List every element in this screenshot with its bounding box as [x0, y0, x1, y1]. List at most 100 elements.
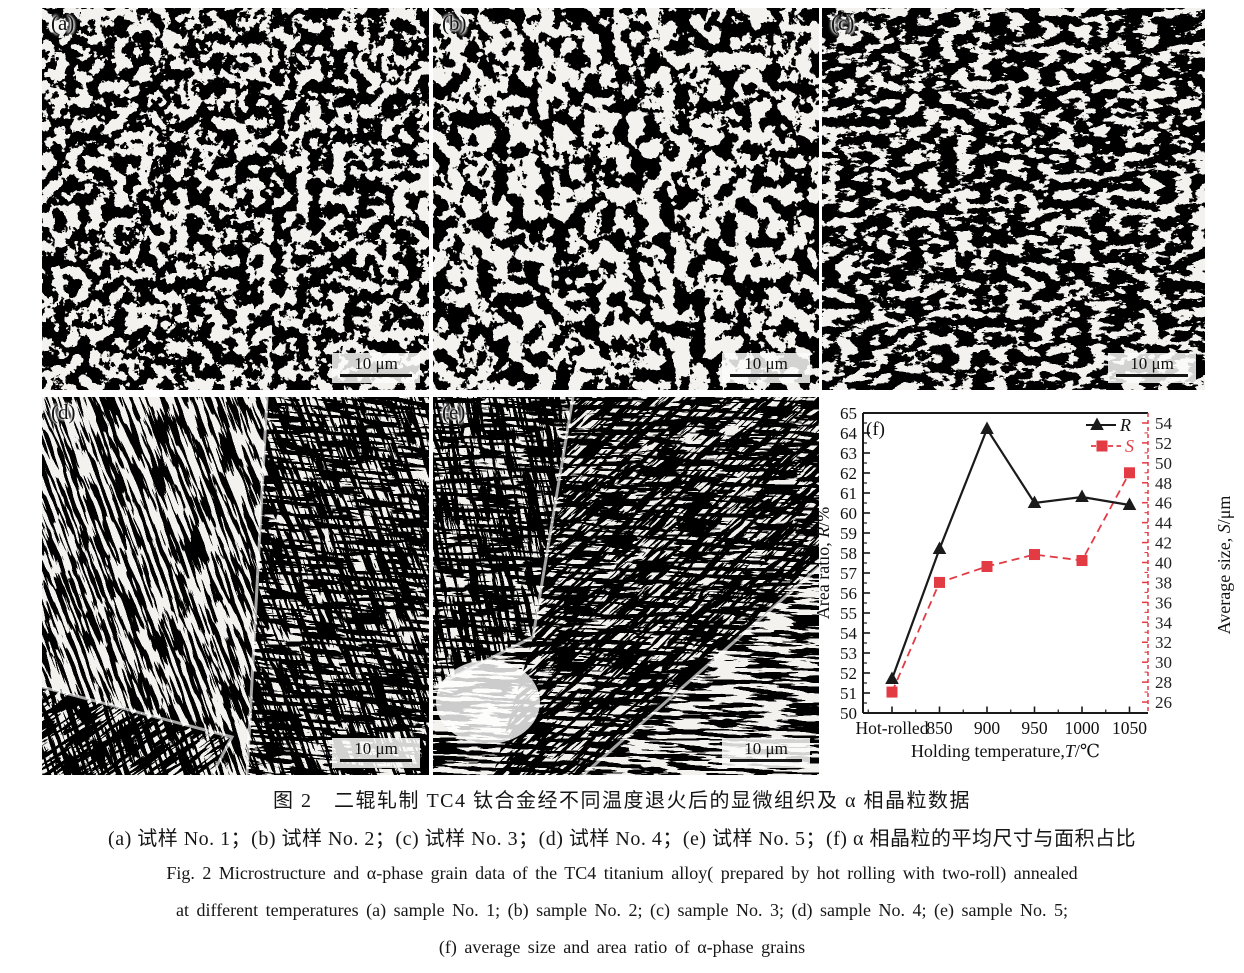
svg-text:58: 58 [840, 544, 857, 563]
svg-text:57: 57 [840, 564, 858, 583]
panel-label-e: (e) [442, 400, 466, 424]
caption-zh-subtitle: (a) 试样 No. 1；(b) 试样 No. 2；(c) 试样 No. 3；(… [108, 828, 1136, 850]
micrograph-image-b [433, 8, 819, 390]
svg-text:63: 63 [840, 444, 857, 463]
colony-boundary [582, 565, 819, 775]
light-etched-region [436, 660, 540, 744]
chart-legend: RS [1086, 415, 1134, 456]
svg-text:54: 54 [840, 624, 858, 643]
caption-en-line3: (f) average size and area ratio of α-pha… [438, 937, 806, 957]
scale-bar-text-d: 10 μm [354, 739, 398, 758]
panel-label-f: (f) [866, 419, 885, 440]
micrograph-image-a [42, 8, 429, 390]
svg-text:62: 62 [840, 464, 857, 483]
scale-bar-text-a: 10 μm [354, 354, 398, 373]
micrograph-image-c [822, 8, 1205, 390]
caption-zh-title: 图 2 二辊轧制 TC4 钛合金经不同温度退火后的显微组织及 α 相晶粒数据 [272, 790, 972, 812]
data-point-square [1076, 555, 1088, 567]
left-axis-title: Area ratio, R/% [813, 507, 833, 619]
legend-label-R: R [1119, 415, 1131, 435]
micrograph-panel-d: (d) 10 μm [42, 397, 429, 775]
micrograph-texture [42, 8, 429, 390]
micrograph-image-e [433, 397, 819, 775]
svg-text:950: 950 [1021, 718, 1048, 738]
legend-square-icon [1096, 440, 1108, 452]
data-point-square [1029, 549, 1040, 561]
svg-text:64: 64 [840, 424, 858, 443]
panel-label-a: (a) [51, 11, 75, 35]
data-point-square [934, 576, 945, 588]
svg-text:1050: 1050 [1112, 718, 1147, 738]
micrograph-image-d [42, 397, 429, 775]
scale-bar-text-b: 10 μm [744, 354, 788, 373]
legend-label-S: S [1125, 436, 1134, 456]
chart-axes: 5051525354555657585960616263646526283032… [813, 404, 1234, 761]
svg-text:40: 40 [1155, 554, 1172, 573]
data-point-square [981, 560, 993, 572]
data-point-triangle [980, 421, 994, 434]
svg-text:850: 850 [926, 718, 953, 738]
chart-f: 5051525354555657585960616263646526283032… [813, 404, 1234, 761]
scale-bar-d: 10 μm [332, 738, 420, 768]
data-point-triangle [932, 541, 947, 554]
svg-text:52: 52 [840, 664, 857, 683]
scale-bar-a: 10 μm [332, 353, 420, 383]
data-point-triangle [885, 671, 899, 684]
lamellar-colony [247, 397, 429, 775]
svg-text:26: 26 [1155, 693, 1172, 712]
svg-text:1000: 1000 [1065, 718, 1100, 738]
panel-label-c: (c) [831, 11, 855, 35]
micrograph-panel-e: (e) 10 μm [433, 397, 819, 775]
svg-text:59: 59 [840, 524, 857, 543]
svg-text:46: 46 [1155, 494, 1172, 513]
svg-text:44: 44 [1155, 514, 1173, 533]
lamellar-colony [493, 397, 819, 775]
scale-bar-line-e [730, 759, 802, 762]
colony-boundary [42, 685, 235, 775]
svg-text:51: 51 [840, 684, 857, 703]
data-point-square [886, 686, 898, 698]
micrograph-texture [433, 8, 819, 390]
svg-text:42: 42 [1155, 534, 1172, 553]
svg-text:52: 52 [1155, 434, 1172, 453]
svg-text:38: 38 [1155, 573, 1172, 592]
scale-bar-line-a [340, 374, 412, 377]
svg-text:54: 54 [1155, 414, 1173, 433]
svg-text:53: 53 [840, 644, 857, 663]
scale-bar-text-c: 10 μm [1130, 354, 1174, 373]
svg-text:65: 65 [840, 404, 857, 423]
svg-text:30: 30 [1155, 653, 1172, 672]
micrograph-panel-a: (a) 10 μm [42, 8, 429, 390]
scale-bar-line-b [730, 374, 802, 377]
caption-en-line1: Fig. 2 Microstructure and α-phase grain … [166, 863, 1078, 883]
svg-text:50: 50 [840, 704, 857, 723]
micrograph-panel-b: (b) 10 μm [433, 8, 819, 390]
data-point-triangle [1075, 489, 1089, 502]
data-point-triangle [1122, 497, 1137, 510]
scale-bar-c: 10 μm [1108, 353, 1196, 383]
x-axis-title: Holding temperature,T/℃ [911, 741, 1100, 761]
panel-label-b: (b) [442, 11, 467, 35]
micrograph-texture [822, 8, 1205, 390]
colony-boundary [245, 397, 269, 775]
series-S [886, 467, 1135, 698]
micrograph-panel-c: (c) 10 μm [822, 8, 1205, 390]
scale-bar-line-c [1116, 374, 1188, 377]
svg-text:48: 48 [1155, 474, 1172, 493]
svg-text:56: 56 [840, 584, 857, 603]
chart-panel-f: 50 51 52 53 54 55 56 57 58 59 60 61 62 63 64 65 26 28 30 32… [813, 398, 1244, 773]
svg-text:61: 61 [840, 484, 857, 503]
svg-text:34: 34 [1155, 613, 1173, 632]
caption-en-line2: at different temperatures (a) sample No.… [176, 900, 1068, 920]
svg-text:60: 60 [840, 504, 857, 523]
scale-bar-text-e: 10 μm [744, 739, 788, 758]
legend-triangle-icon [1090, 417, 1104, 430]
svg-text:900: 900 [974, 718, 1001, 738]
svg-text:28: 28 [1155, 673, 1172, 692]
svg-text:32: 32 [1155, 633, 1172, 652]
svg-text:Hot-rolled: Hot-rolled [856, 718, 929, 738]
data-point-square [1124, 467, 1135, 479]
svg-text:55: 55 [840, 604, 857, 623]
data-point-triangle [1027, 495, 1042, 508]
